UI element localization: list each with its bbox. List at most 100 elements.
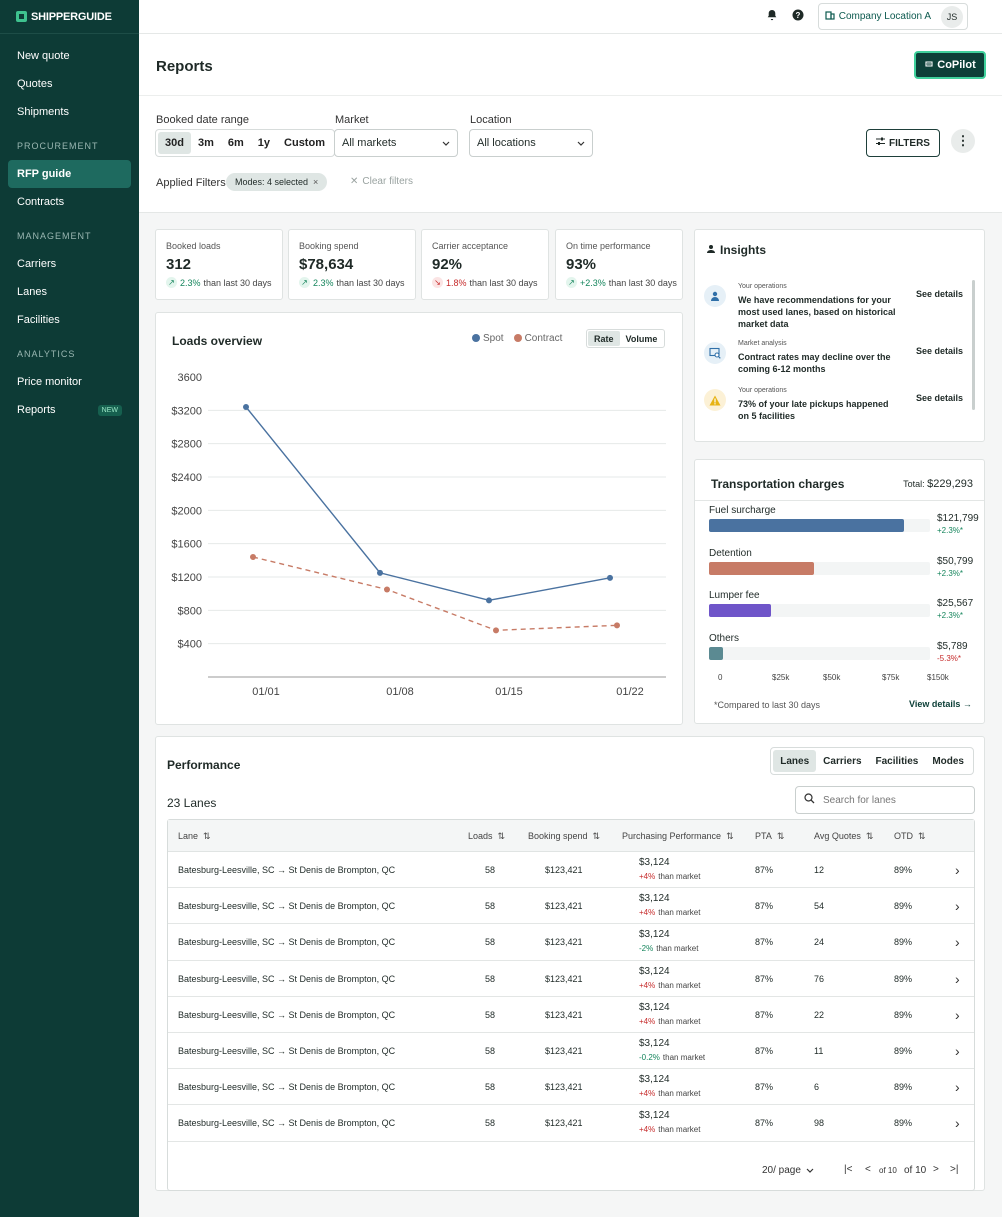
- see-details-link[interactable]: See details: [916, 289, 964, 299]
- chevron-right-icon[interactable]: ›: [955, 1042, 960, 1059]
- copilot-icon: [924, 59, 934, 72]
- column-header-otd[interactable]: OTD ⇅: [894, 831, 926, 842]
- date-option-30d[interactable]: 30d: [158, 132, 191, 154]
- y-tick-label: $2000: [171, 505, 202, 517]
- next-page-icon[interactable]: >: [933, 1164, 939, 1175]
- insights-scrollbar[interactable]: [972, 280, 975, 410]
- column-header-booking-spend[interactable]: Booking spend ⇅: [528, 831, 600, 842]
- purchasing-change: +4% than market: [639, 981, 700, 990]
- prev-page-icon[interactable]: <: [865, 1164, 871, 1175]
- sidebar-item-carriers[interactable]: Carriers: [8, 250, 131, 278]
- help-icon[interactable]: ?: [792, 9, 804, 24]
- tab-lanes[interactable]: Lanes: [773, 750, 817, 772]
- last-page-icon[interactable]: >|: [950, 1164, 959, 1175]
- sort-icon[interactable]: ⇅: [918, 831, 926, 841]
- table-row[interactable]: Batesburg-Leesville, SC → St Denis de Br…: [168, 1069, 974, 1106]
- sidebar-item-price-monitor[interactable]: Price monitor: [8, 368, 131, 396]
- chevron-right-icon[interactable]: ›: [955, 970, 960, 987]
- kpi-label: On time performance: [566, 241, 651, 251]
- kpi-value: 93%: [566, 256, 597, 273]
- chevron-right-icon[interactable]: ›: [955, 898, 960, 915]
- purchasing-change: +4% than market: [639, 872, 700, 881]
- search-input[interactable]: Search for lanes: [795, 786, 975, 814]
- sidebar-item-lanes[interactable]: Lanes: [8, 278, 131, 306]
- table-row[interactable]: Batesburg-Leesville, SC → St Denis de Br…: [168, 888, 974, 925]
- column-header-pta[interactable]: PTA ⇅: [755, 831, 784, 842]
- sort-icon[interactable]: ⇅: [776, 831, 785, 841]
- toggle-volume[interactable]: Volume: [625, 333, 658, 344]
- pta-cell: 87%: [755, 1045, 774, 1056]
- sidebar-item-rfp-guide[interactable]: RFP guide: [8, 160, 131, 188]
- location-select[interactable]: All locations: [469, 129, 593, 157]
- kpi-label: Booking spend: [299, 241, 359, 251]
- tab-carriers[interactable]: Carriers: [823, 755, 862, 767]
- column-header-loads[interactable]: Loads ⇅: [468, 831, 505, 842]
- sidebar-item-contracts[interactable]: Contracts: [8, 188, 131, 216]
- data-point-contract: [614, 622, 620, 629]
- table-row[interactable]: Batesburg-Leesville, SC → St Denis de Br…: [168, 997, 974, 1033]
- date-option-1y[interactable]: 1y: [257, 137, 271, 149]
- purchasing-value: $3,124: [639, 1110, 670, 1122]
- close-icon[interactable]: ×: [313, 177, 319, 187]
- nav-section-label: MANAGEMENT: [17, 231, 92, 241]
- more-options-icon[interactable]: ⋮: [951, 129, 975, 153]
- x-tick-label: 01/08: [386, 686, 414, 698]
- market-select[interactable]: All markets: [334, 129, 458, 157]
- date-option-3m[interactable]: 3m: [197, 137, 214, 149]
- chevron-right-icon[interactable]: ›: [955, 1115, 960, 1132]
- sidebar-item-new-quote[interactable]: New quote: [8, 42, 131, 70]
- tab-modes[interactable]: Modes: [932, 755, 964, 767]
- topbar: ? Company Location A JS: [139, 0, 1002, 34]
- bell-icon[interactable]: [766, 9, 778, 24]
- column-header-purchasing-performance[interactable]: Purchasing Performance ⇅: [622, 831, 734, 842]
- otd-cell: 89%: [894, 1009, 913, 1020]
- page-size-select[interactable]: 20/ page: [762, 1165, 814, 1176]
- rate-volume-toggle: Rate Volume: [586, 329, 666, 348]
- sort-icon[interactable]: ⇅: [865, 831, 874, 841]
- purchasing-change-suffix: than market: [658, 872, 701, 881]
- chevron-right-icon[interactable]: ›: [955, 862, 960, 878]
- sort-icon[interactable]: ⇅: [203, 831, 211, 841]
- filter-chip[interactable]: Modes: 4 selected ×: [226, 173, 328, 191]
- avatar[interactable]: JS: [941, 5, 963, 28]
- loads-cell: 58: [485, 937, 496, 948]
- sort-icon[interactable]: ⇅: [497, 831, 506, 841]
- table-row[interactable]: Batesburg-Leesville, SC → St Denis de Br…: [168, 852, 974, 889]
- kpi-card: On time performance 93% ↗ +2.3% than last 30…: [555, 229, 683, 300]
- date-option-custom[interactable]: Custom: [284, 137, 325, 149]
- table-row[interactable]: Batesburg-Leesville, SC → St Denis de Br…: [168, 1105, 974, 1142]
- svg-text:?: ?: [795, 11, 800, 20]
- column-header-lane[interactable]: Lane ⇅: [178, 831, 211, 842]
- sidebar-item-quotes[interactable]: Quotes: [8, 70, 131, 98]
- sort-icon[interactable]: ⇅: [592, 831, 601, 841]
- chevron-right-icon[interactable]: ›: [955, 934, 960, 951]
- date-option-6m[interactable]: 6m: [227, 137, 244, 149]
- data-point-spot: [243, 404, 249, 410]
- brand-logo[interactable]: SHIPPERGUIDE: [0, 0, 139, 34]
- insight-text: Contract rates may decline over the comi…: [738, 352, 891, 374]
- sort-icon[interactable]: ⇅: [726, 831, 734, 841]
- view-details-link[interactable]: View details →: [909, 699, 972, 709]
- clear-filters-link[interactable]: ✕ Clear filters: [350, 176, 413, 187]
- filters-button[interactable]: FILTERS: [866, 129, 940, 157]
- sidebar-item-facilities[interactable]: Facilities: [8, 306, 131, 334]
- chevron-right-icon[interactable]: ›: [955, 1006, 960, 1023]
- sidebar-item-shipments[interactable]: Shipments: [8, 98, 131, 126]
- table-row[interactable]: Batesburg-Leesville, SC → St Denis de Br…: [168, 924, 974, 961]
- see-details-link[interactable]: See details: [916, 346, 964, 356]
- table-row[interactable]: Batesburg-Leesville, SC → St Denis de Br…: [168, 961, 974, 997]
- kpi-change: 2.3%: [180, 277, 201, 288]
- first-page-icon[interactable]: |<: [844, 1164, 853, 1175]
- copilot-button[interactable]: CoPilot: [914, 51, 986, 79]
- insight-text: We have recommendations for your most us…: [738, 295, 896, 329]
- see-details-link[interactable]: See details: [916, 393, 964, 403]
- column-header-avg-quotes[interactable]: Avg Quotes ⇅: [814, 831, 873, 842]
- series-line-contract: [252, 556, 618, 632]
- table-row[interactable]: Batesburg-Leesville, SC → St Denis de Br…: [168, 1033, 974, 1070]
- toggle-rate[interactable]: Rate: [588, 331, 620, 346]
- y-tick-label: $2800: [171, 439, 202, 451]
- sidebar-item-reports[interactable]: Reports NEW: [8, 396, 131, 424]
- location-switcher[interactable]: Company Location A JS: [817, 3, 968, 30]
- chevron-right-icon[interactable]: ›: [955, 1079, 960, 1096]
- tab-facilities[interactable]: Facilities: [875, 755, 919, 767]
